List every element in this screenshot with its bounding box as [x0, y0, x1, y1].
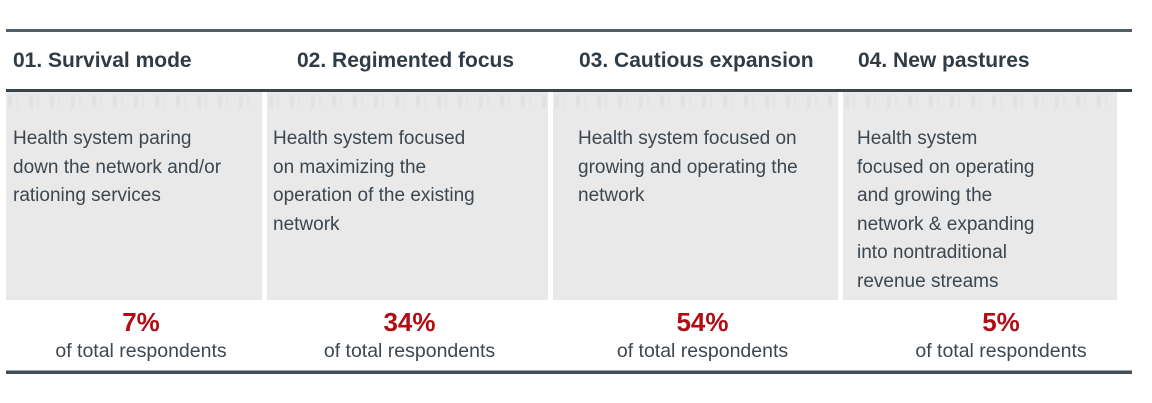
percent-value: 5%	[982, 307, 1020, 337]
description-row: Health system paring down the network an…	[6, 92, 1117, 300]
respondents-caption: of total respondents	[55, 340, 227, 362]
respondents-caption: of total respondents	[323, 340, 496, 362]
header-divider-rule	[6, 89, 1132, 92]
percent-value: 7%	[122, 307, 160, 337]
description-cell-survival-mode: Health system paring down the network an…	[6, 92, 262, 300]
respondents-caption: of total respondents	[616, 340, 789, 362]
header-row: 01. Survival mode 02. Regimented focus 0…	[6, 32, 1117, 89]
column-description: Health system focused on maximizing the …	[273, 128, 475, 235]
top-rule	[6, 29, 1132, 32]
percent-value: 34%	[383, 307, 436, 337]
column-title-cautious-expansion: 03. Cautious expansion	[579, 49, 814, 72]
stat-survival-mode: 7% of total respondents	[13, 307, 269, 363]
column-title-regimented-focus: 02. Regimented focus	[297, 49, 515, 72]
respondents-caption: of total respondents	[915, 340, 1087, 362]
description-cell-cautious-expansion: Health system focused on growing and ope…	[553, 92, 838, 300]
comparison-figure: 01. Survival mode 02. Regimented focus 0…	[0, 29, 1152, 403]
column-description: Health system paring down the network an…	[13, 128, 222, 206]
column-description: Health system focused on operating and g…	[857, 128, 1035, 292]
description-cell-new-pastures: Health system focused on operating and g…	[843, 92, 1117, 300]
description-cell-regimented-focus: Health system focused on maximizing the …	[267, 92, 548, 300]
stat-new-pastures: 5% of total respondents	[864, 307, 1138, 363]
stats-row: 7% of total respondents 34% of total res…	[6, 307, 1117, 363]
percent-value: 54%	[676, 307, 729, 337]
column-description: Health system focused on growing and ope…	[578, 128, 798, 206]
stat-cautious-expansion: 54% of total respondents	[560, 307, 845, 363]
column-title-new-pastures: 04. New pastures	[858, 49, 1030, 72]
column-title-survival-mode: 01. Survival mode	[13, 49, 192, 72]
stat-regimented-focus: 34% of total respondents	[269, 307, 550, 363]
bottom-rule	[6, 370, 1132, 374]
